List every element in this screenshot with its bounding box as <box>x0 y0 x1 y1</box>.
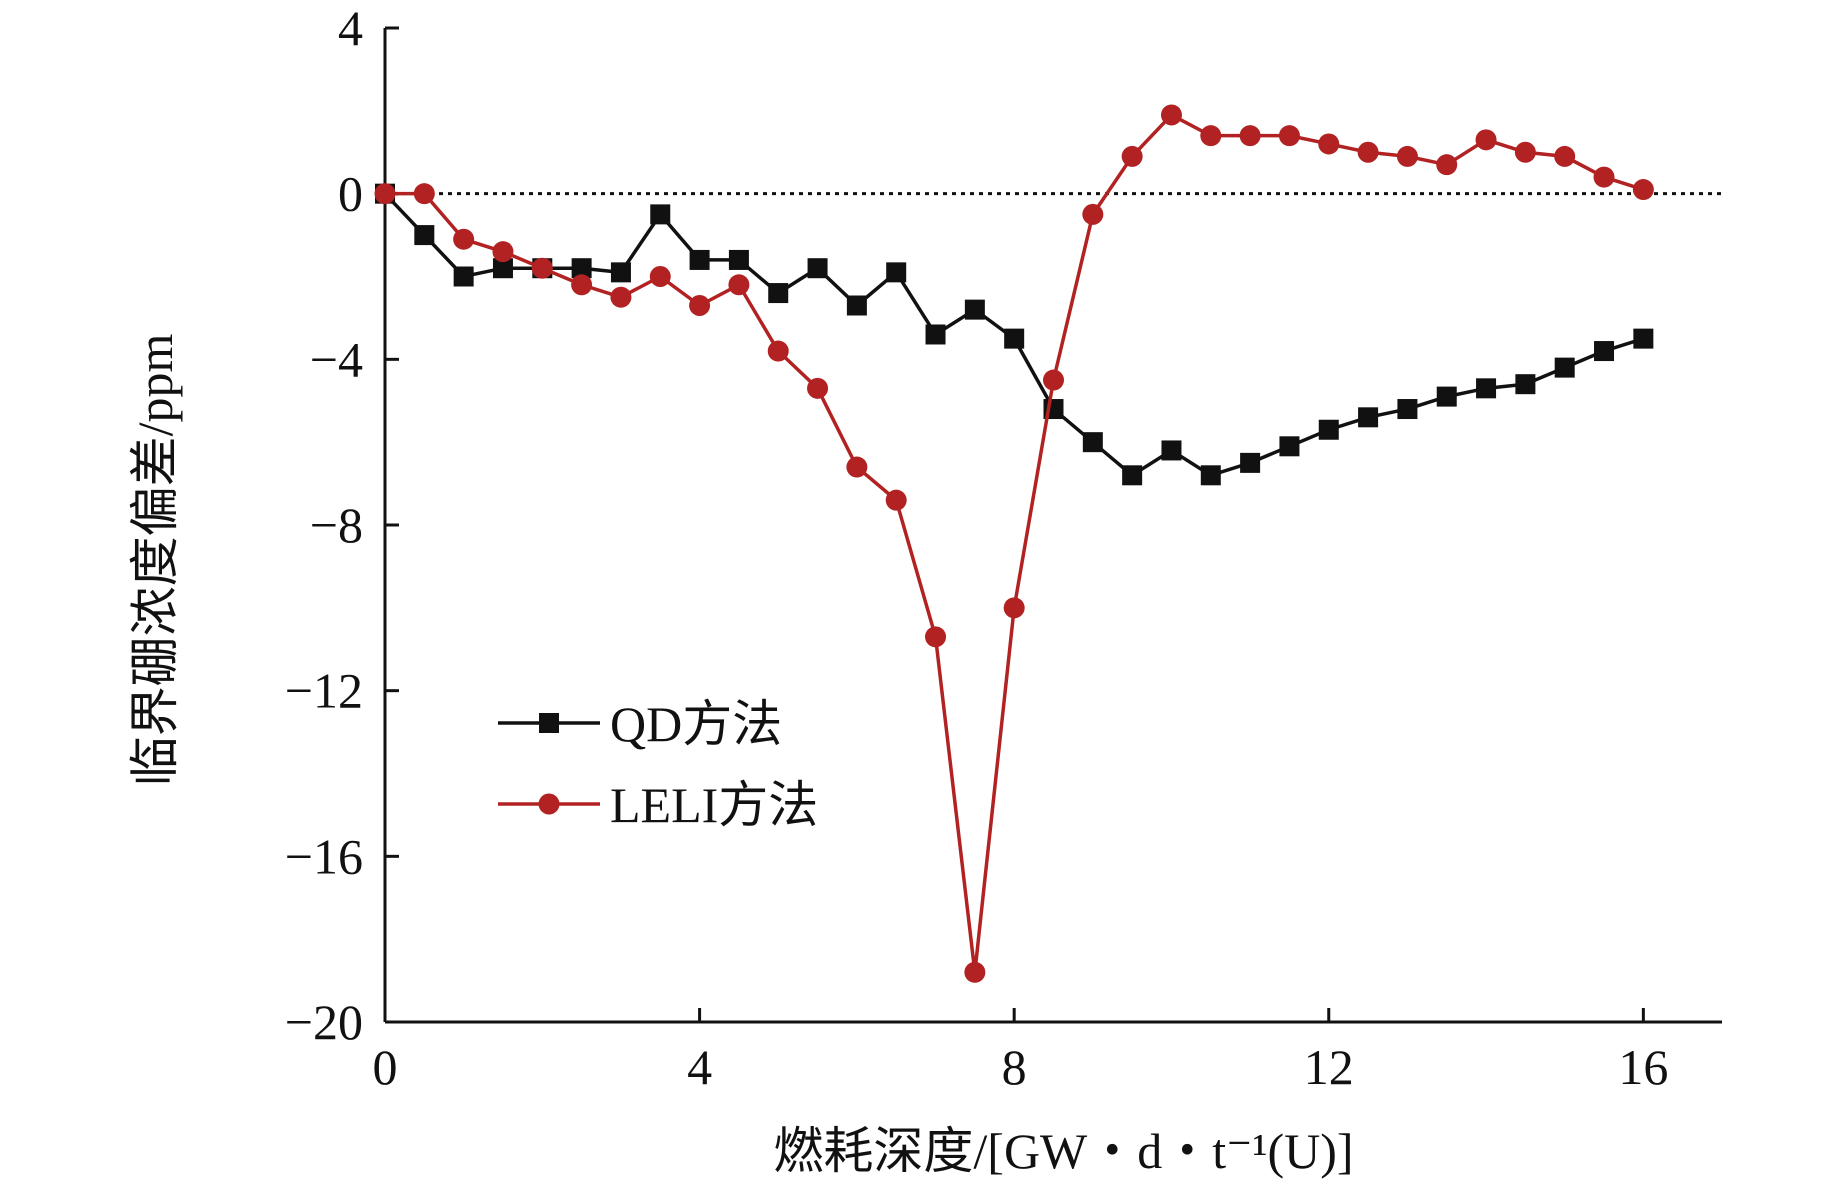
ticks: 0 4 8 12 16 4 0 −4 −8 −12 −16 −20 <box>285 0 1669 1095</box>
data-point <box>571 274 593 296</box>
data-point <box>1043 369 1064 391</box>
data-point <box>650 204 671 225</box>
data-point <box>1476 378 1497 399</box>
legend-label: QD方法 <box>610 696 782 752</box>
x-axis-label: 燃耗深度/[GW・d・t⁻¹(U)] <box>773 1123 1353 1179</box>
x-tick-label: 16 <box>1618 1039 1668 1095</box>
data-point <box>1357 141 1379 163</box>
data-point <box>1396 145 1418 167</box>
data-point <box>610 262 631 283</box>
x-tick-label: 0 <box>373 1039 398 1095</box>
x-tick-label: 4 <box>687 1039 712 1095</box>
legend: QD方法 LELI方法 <box>498 696 818 833</box>
data-point <box>413 183 435 205</box>
y-tick-label: 0 <box>338 166 363 222</box>
data-point <box>1318 419 1339 440</box>
data-point <box>453 228 475 250</box>
data-point <box>885 489 907 511</box>
data-point <box>414 225 435 246</box>
data-point <box>1632 179 1654 201</box>
data-point <box>1200 125 1222 147</box>
data-point <box>886 262 907 283</box>
y-tick-label: −8 <box>310 497 363 553</box>
data-point <box>767 340 789 362</box>
series-layer <box>374 104 1654 983</box>
data-point <box>768 283 789 304</box>
data-point <box>1318 133 1340 155</box>
data-point <box>1200 465 1221 486</box>
y-tick-label: −20 <box>285 994 363 1050</box>
series-1 <box>375 183 1654 486</box>
data-point <box>807 258 828 279</box>
axes <box>383 28 1722 1024</box>
legend-item: LELI方法 <box>498 777 818 833</box>
data-point <box>1240 452 1261 473</box>
legend-item: QD方法 <box>498 696 782 752</box>
y-tick-label: −4 <box>310 331 363 387</box>
data-point <box>1515 374 1536 395</box>
data-point <box>925 324 946 345</box>
data-point <box>1279 436 1300 457</box>
data-point <box>1554 145 1576 167</box>
y-tick-label: 4 <box>338 0 363 56</box>
x-tick-label: 12 <box>1304 1039 1354 1095</box>
data-point <box>689 249 710 270</box>
data-point <box>1436 154 1458 176</box>
data-point <box>531 257 553 279</box>
data-point <box>846 295 867 316</box>
data-point <box>964 961 986 983</box>
data-point <box>1358 407 1379 428</box>
data-point <box>964 299 985 320</box>
data-point <box>1004 328 1025 349</box>
data-point <box>1514 141 1536 163</box>
data-point <box>1122 465 1143 486</box>
data-point <box>1121 145 1143 167</box>
data-point <box>1593 166 1615 188</box>
data-point <box>1436 386 1457 407</box>
data-point <box>807 377 829 399</box>
data-point <box>610 286 632 308</box>
y-tick-label: −16 <box>285 828 363 884</box>
series-2 <box>374 104 1654 983</box>
data-point <box>728 249 749 270</box>
data-point <box>1161 440 1182 461</box>
y-tick-label: −12 <box>285 663 363 719</box>
data-point <box>1397 399 1418 420</box>
data-point <box>1160 104 1182 126</box>
data-point <box>649 266 671 287</box>
x-tick-label: 8 <box>1002 1039 1027 1095</box>
data-point <box>453 266 474 287</box>
data-point <box>925 626 947 648</box>
data-point <box>1239 125 1261 147</box>
data-point <box>1003 597 1025 619</box>
data-point <box>1554 357 1575 378</box>
data-point <box>374 183 396 205</box>
legend-marker <box>538 793 560 815</box>
series-line <box>385 112 1644 973</box>
data-point <box>689 294 711 316</box>
y-axis-label: 临界硼浓度偏差/ppm <box>127 334 183 787</box>
data-point <box>1082 432 1103 453</box>
data-point <box>492 241 514 263</box>
data-point <box>1082 203 1104 225</box>
data-point <box>1594 341 1615 362</box>
data-point <box>846 456 868 478</box>
data-point <box>1475 129 1497 151</box>
legend-label: LELI方法 <box>610 777 818 833</box>
data-point <box>1633 328 1654 349</box>
data-point <box>571 258 592 279</box>
legend-marker <box>539 713 559 733</box>
data-point <box>728 274 750 296</box>
data-point <box>492 258 513 279</box>
data-point <box>1278 125 1300 147</box>
